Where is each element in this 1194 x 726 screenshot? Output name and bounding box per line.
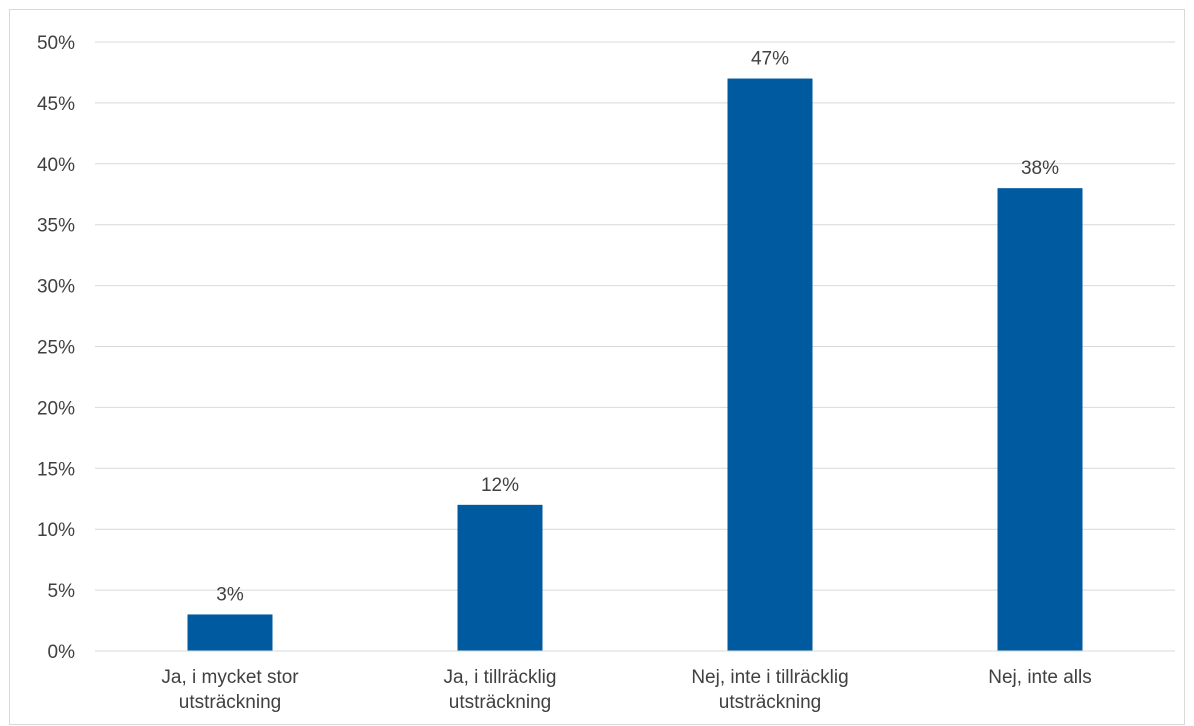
- y-tick-label: 40%: [37, 155, 75, 176]
- y-tick-label: 45%: [37, 94, 75, 115]
- category-label-line: utsträckning: [719, 692, 821, 713]
- y-tick-label: 0%: [48, 642, 76, 663]
- y-tick-label: 35%: [37, 216, 75, 237]
- category-label-line: Nej, inte i tillräcklig: [691, 667, 848, 688]
- data-label: 47%: [751, 49, 789, 70]
- chart-frame: [9, 9, 1185, 725]
- data-label: 38%: [1021, 158, 1059, 179]
- category-label-line: Nej, inte alls: [988, 667, 1092, 688]
- category-label-line: Ja, i tillräcklig: [444, 667, 557, 688]
- category-label: Ja, i mycket stor utsträckning: [161, 667, 299, 713]
- y-tick-label: 15%: [37, 459, 75, 480]
- category-label: Nej, inte alls: [988, 667, 1092, 688]
- bar: [187, 614, 273, 651]
- category-label-line: utsträckning: [449, 692, 551, 713]
- category-label: Ja, i tillräcklig utsträckning: [444, 667, 557, 713]
- y-tick-label: 20%: [37, 398, 75, 419]
- y-tick-label: 50%: [37, 33, 75, 54]
- bar: [997, 188, 1083, 651]
- y-tick-label: 25%: [37, 338, 75, 359]
- category-label: Nej, inte i tillräcklig utsträckning: [691, 667, 848, 713]
- y-tick-label: 5%: [48, 581, 76, 602]
- bar: [457, 504, 543, 651]
- bar: [727, 78, 813, 652]
- category-label-line: Ja, i mycket stor: [161, 667, 299, 688]
- data-label: 12%: [481, 475, 519, 496]
- y-tick-label: 30%: [37, 277, 75, 298]
- data-label: 3%: [216, 584, 244, 605]
- category-label-line: utsträckning: [179, 692, 281, 713]
- y-tick-label: 10%: [37, 520, 75, 541]
